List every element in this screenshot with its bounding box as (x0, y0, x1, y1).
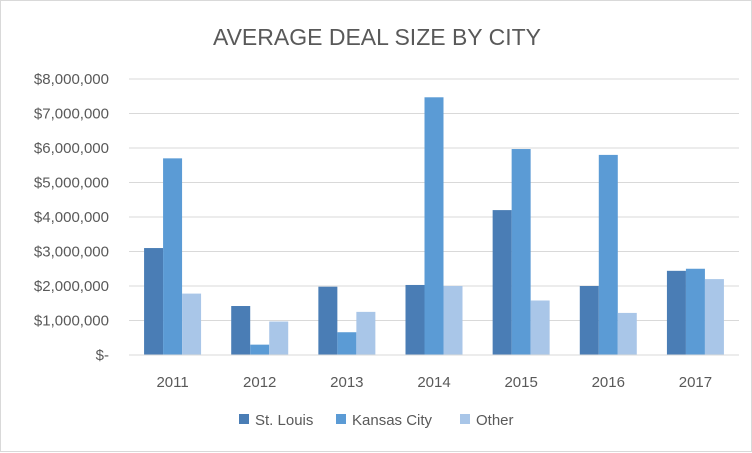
chart-title: AVERAGE DEAL SIZE BY CITY (213, 24, 541, 50)
y-tick-label: $- (96, 347, 109, 364)
legend-label: St. Louis (255, 412, 313, 429)
x-tick-label: 2017 (679, 374, 712, 391)
bar-st-louis-2016 (579, 286, 599, 355)
bar-st-louis-2017 (666, 270, 686, 355)
bar-st-louis-2014 (405, 284, 425, 355)
legend-swatch-st-louis (239, 414, 249, 424)
x-tick-label: 2014 (417, 374, 450, 391)
y-tick-label: $4,000,000 (34, 209, 109, 226)
bar-st-louis-2012 (231, 306, 251, 355)
legend-swatch-kansas-city (336, 414, 346, 424)
x-tick-label: 2011 (156, 374, 188, 391)
bar-kansas-city-2011 (163, 158, 183, 355)
y-tick-label: $5,000,000 (34, 175, 109, 192)
bar-other-2012 (269, 321, 289, 355)
y-tick-label: $3,000,000 (34, 244, 109, 261)
x-tick-label: 2016 (592, 374, 625, 391)
bar-kansas-city-2016 (598, 154, 618, 355)
bar-kansas-city-2015 (511, 149, 531, 355)
x-tick-label: 2015 (504, 374, 537, 391)
legend-label: Other (476, 412, 514, 429)
legend-swatch-other (460, 414, 470, 424)
bar-other-2017 (704, 279, 724, 355)
bar-other-2014 (443, 286, 463, 355)
legend-label: Kansas City (352, 412, 433, 429)
x-axis-ticks: 2011 2012 2013 2014 2015 2016 2017 (156, 374, 712, 391)
bar-other-2011 (182, 293, 202, 355)
y-axis-ticks: $- $1,000,000 $2,000,000 $3,000,000 $4,000,0… (34, 71, 109, 364)
bar-st-louis-2011 (144, 248, 164, 355)
y-tick-label: $7,000,000 (34, 106, 109, 123)
bar-kansas-city-2017 (685, 268, 705, 355)
bar-kansas-city-2014 (424, 97, 444, 355)
y-tick-label: $1,000,000 (34, 313, 109, 330)
bar-other-2016 (617, 312, 637, 355)
bar-kansas-city-2012 (250, 344, 270, 355)
bar-st-louis-2015 (492, 210, 512, 355)
x-tick-label: 2013 (330, 374, 363, 391)
bar-kansas-city-2013 (337, 332, 357, 355)
bar-st-louis-2013 (318, 286, 338, 355)
x-tick-label: 2012 (243, 374, 276, 391)
bars (144, 97, 724, 355)
bar-other-2013 (356, 311, 376, 355)
y-tick-label: $6,000,000 (34, 140, 109, 157)
y-tick-label: $8,000,000 (34, 71, 109, 88)
bar-other-2015 (530, 300, 550, 355)
y-tick-label: $2,000,000 (34, 278, 109, 295)
legend: St. Louis Kansas City Other (239, 412, 514, 429)
